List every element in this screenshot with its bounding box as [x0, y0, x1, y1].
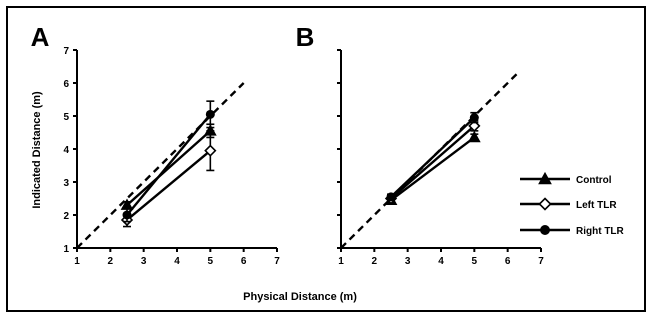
- series-line: [390, 116, 476, 198]
- x-tick-label: 3: [405, 256, 411, 267]
- data-point-circle: [122, 210, 132, 220]
- x-tick-label: 3: [141, 256, 147, 267]
- data-point-circle: [386, 192, 396, 202]
- data-point-circle: [469, 113, 479, 123]
- y-tick-label: 4: [63, 145, 69, 156]
- y-tick-label: 3: [63, 178, 69, 189]
- x-tick-label: 2: [372, 256, 378, 267]
- data-point-circle: [205, 109, 215, 119]
- x-tick-label: 1: [338, 256, 344, 267]
- legend-item: Control: [520, 171, 612, 186]
- reference-line: [76, 82, 245, 249]
- triangle-icon: [538, 171, 552, 185]
- series-left-tlr: [120, 130, 217, 228]
- series-control: [120, 123, 217, 210]
- x-tick-label: 7: [538, 256, 544, 267]
- series-line: [390, 124, 476, 200]
- series-line: [126, 129, 212, 206]
- legend: Control Left TLR Right TLR: [520, 171, 625, 237]
- legend-label: Control: [576, 175, 612, 186]
- y-tick-label: 7: [63, 46, 69, 57]
- panel-letter: B: [296, 22, 315, 52]
- y-axis-title: Indicated Distance (m): [31, 91, 43, 209]
- diamond-icon: [538, 197, 552, 211]
- series-line: [126, 113, 212, 216]
- x-tick-label: 4: [438, 256, 444, 267]
- series-control: [384, 130, 481, 205]
- y-tick-label: 5: [63, 112, 69, 123]
- series-line: [390, 136, 476, 202]
- x-tick-label: 6: [241, 256, 247, 267]
- y-tick-label: 6: [63, 79, 69, 90]
- x-tick-label: 6: [505, 256, 511, 267]
- series-left-tlr: [384, 119, 481, 205]
- circle-icon: [540, 225, 550, 235]
- series-line: [126, 149, 212, 221]
- legend-item: Left TLR: [520, 197, 617, 211]
- panels: A 1 2 3 4 5 6 7 1 2 3 4 5 6 7 B 1 2 3 4 5 6 7: [31, 22, 545, 267]
- panel-b: B 1 2 3 4 5 6 7: [296, 22, 545, 267]
- y-tick-label: 1: [63, 244, 69, 255]
- panel-a: A 1 2 3 4 5 6 7 1 2 3 4 5 6 7: [31, 22, 281, 267]
- data-point-diamond: [468, 119, 481, 133]
- data-point-triangle: [467, 130, 481, 143]
- series-right-tlr: [122, 100, 215, 223]
- legend-item: Right TLR: [520, 225, 625, 237]
- x-tick-label: 2: [108, 256, 114, 267]
- y-tick-label: 2: [63, 211, 69, 222]
- legend-label: Right TLR: [576, 226, 625, 237]
- x-axis-title: Physical Distance (m): [243, 291, 357, 303]
- legend-label: Left TLR: [576, 200, 617, 211]
- panel-letter: A: [31, 22, 50, 52]
- figure-frame: [6, 6, 646, 312]
- x-tick-label: 5: [472, 256, 478, 267]
- data-point-diamond: [204, 144, 217, 157]
- x-tick-label: 1: [74, 256, 80, 267]
- x-tick-label: 5: [208, 256, 214, 267]
- series-right-tlr: [386, 111, 479, 202]
- x-tick-label: 4: [174, 256, 180, 267]
- x-tick-label: 7: [274, 256, 280, 267]
